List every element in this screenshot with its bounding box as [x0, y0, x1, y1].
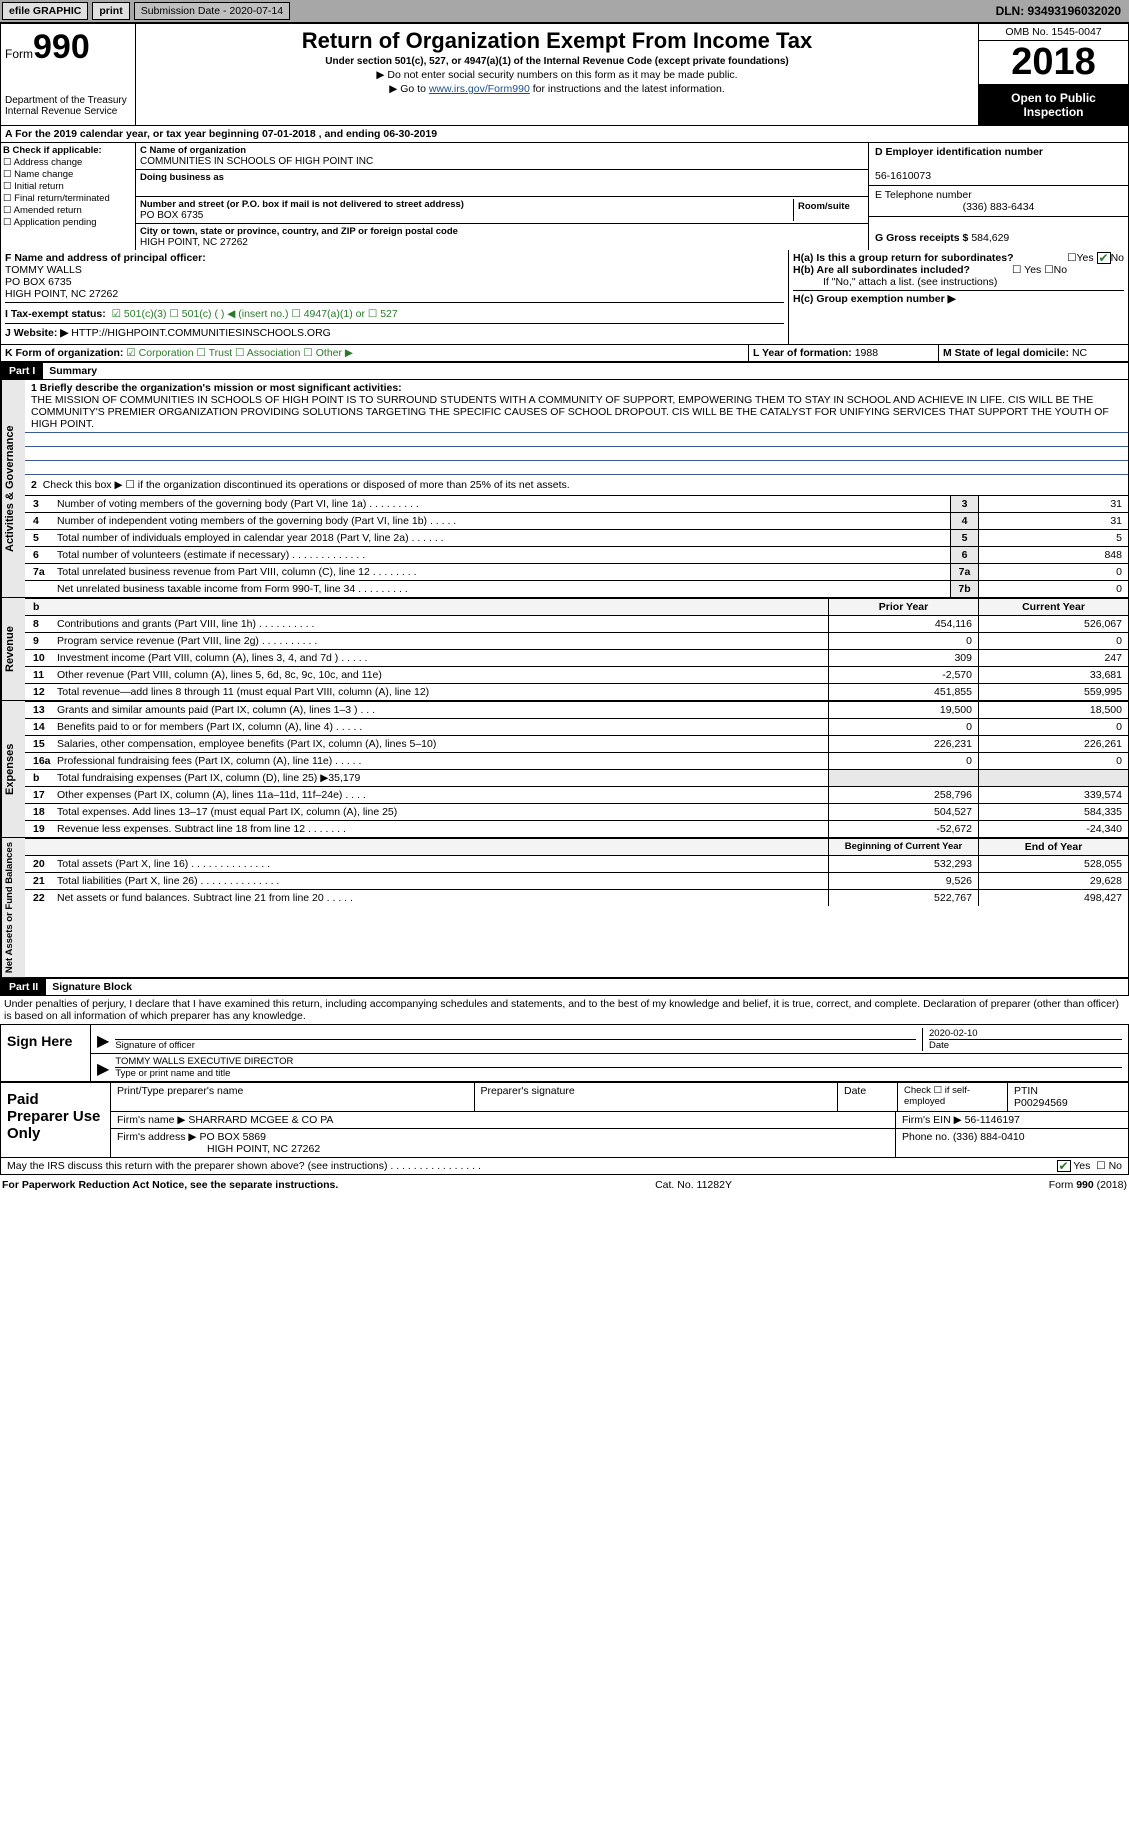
form-title: Return of Organization Exempt From Incom… [142, 28, 972, 54]
declaration-text: Under penalties of perjury, I declare th… [0, 996, 1129, 1025]
sign-here-label: Sign Here [1, 1025, 91, 1081]
discuss-yes-check[interactable]: ✔ [1057, 1160, 1071, 1172]
table-row: 21Total liabilities (Part X, line 26) . … [25, 872, 1128, 889]
org-name: COMMUNITIES IN SCHOOLS OF HIGH POINT INC [140, 156, 373, 167]
paid-preparer-label: Paid Preparer Use Only [1, 1083, 111, 1157]
year-formation: 1988 [855, 347, 878, 359]
box-c: C Name of organizationCOMMUNITIES IN SCH… [136, 143, 868, 250]
part-i-header: Part I Summary [0, 362, 1129, 380]
tax-exempt-status: ☑ 501(c)(3) ☐ 501(c) ( ) ◀ (insert no.) … [112, 308, 398, 320]
table-row: 13Grants and similar amounts paid (Part … [25, 701, 1128, 718]
table-row: 15Salaries, other compensation, employee… [25, 735, 1128, 752]
firm-name: SHARRARD MCGEE & CO PA [188, 1114, 333, 1126]
tax-year: 2018 [979, 41, 1128, 85]
website-url: HTTP://HIGHPOINT.COMMUNITIESINSCHOOLS.OR… [71, 327, 331, 339]
table-row: 18Total expenses. Add lines 13–17 (must … [25, 803, 1128, 820]
form-number: 990 [33, 28, 90, 66]
signature-date: 2020-02-10 [929, 1028, 978, 1039]
table-row: Net unrelated business taxable income fr… [25, 580, 1128, 597]
officer-addr1: PO BOX 6735 [5, 276, 72, 288]
firm-address: PO BOX 5869 [199, 1131, 266, 1143]
top-toolbar: efile GRAPHIC print Submission Date - 20… [0, 0, 1129, 23]
table-row: 12Total revenue—add lines 8 through 11 (… [25, 683, 1128, 700]
part-ii-header: Part II Signature Block [0, 978, 1129, 996]
form-of-org: ☑ Corporation ☐ Trust ☐ Association ☐ Ot… [126, 347, 353, 359]
firm-phone: (336) 884-0410 [953, 1131, 1025, 1143]
ein-value: 56-1610073 [875, 170, 931, 182]
header-note-1: ▶ Do not enter social security numbers o… [142, 69, 972, 81]
form-header: Form990 Department of the Treasury Inter… [0, 23, 1129, 126]
table-row: 5Total number of individuals employed in… [25, 529, 1128, 546]
side-net-assets: Net Assets or Fund Balances [1, 838, 25, 977]
table-row: 17Other expenses (Part IX, column (A), l… [25, 786, 1128, 803]
open-to-public: Open to Public Inspection [979, 85, 1128, 125]
submission-date: Submission Date - 2020-07-14 [134, 2, 290, 20]
table-row: 14Benefits paid to or for members (Part … [25, 718, 1128, 735]
table-row: 10Investment income (Part VIII, column (… [25, 649, 1128, 666]
table-row: 8Contributions and grants (Part VIII, li… [25, 615, 1128, 632]
state-domicile: NC [1072, 347, 1087, 359]
table-row: 7aTotal unrelated business revenue from … [25, 563, 1128, 580]
table-row: 19Revenue less expenses. Subtract line 1… [25, 820, 1128, 837]
table-row: 22Net assets or fund balances. Subtract … [25, 889, 1128, 906]
telephone: (336) 883-6434 [875, 201, 1122, 213]
officer-name: TOMMY WALLS [5, 264, 82, 276]
table-row: bTotal fundraising expenses (Part IX, co… [25, 769, 1128, 786]
form-subtitle: Under section 501(c), 527, or 4947(a)(1)… [142, 56, 972, 67]
table-row: 4Number of independent voting members of… [25, 512, 1128, 529]
officer-name-title: TOMMY WALLS EXECUTIVE DIRECTOR [115, 1056, 293, 1067]
officer-addr2: HIGH POINT, NC 27262 [5, 288, 118, 300]
header-note-2: ▶ Go to www.irs.gov/Form990 for instruct… [142, 83, 972, 95]
table-row: 16aProfessional fundraising fees (Part I… [25, 752, 1128, 769]
table-row: 3Number of voting members of the governi… [25, 495, 1128, 512]
box-b: B Check if applicable: ☐ Address change … [1, 143, 136, 250]
gross-receipts: 584,629 [971, 232, 1009, 244]
check-initial-return[interactable]: ☐ Initial return [3, 181, 133, 192]
side-activities-governance: Activities & Governance [1, 380, 25, 597]
dln-label: DLN: 93493196032020 [996, 4, 1127, 18]
check-name-change[interactable]: ☐ Name change [3, 169, 133, 180]
side-revenue: Revenue [1, 598, 25, 700]
check-amended-return[interactable]: ☐ Amended return [3, 205, 133, 216]
table-row: 20Total assets (Part X, line 16) . . . .… [25, 855, 1128, 872]
omb-number: OMB No. 1545-0047 [979, 24, 1128, 41]
print-button[interactable]: print [92, 2, 129, 20]
form-prefix: Form [5, 47, 33, 61]
department-label: Department of the Treasury Internal Reve… [5, 95, 131, 117]
signature-arrow-icon: ▶ [97, 1031, 109, 1051]
street-address: PO BOX 6735 [140, 210, 203, 221]
city-state-zip: HIGH POINT, NC 27262 [140, 237, 248, 248]
mission-text: THE MISSION OF COMMUNITIES IN SCHOOLS OF… [31, 394, 1109, 430]
efile-badge: efile GRAPHIC [2, 2, 88, 20]
line-a: A For the 2019 calendar year, or tax yea… [0, 126, 1129, 143]
check-final-return[interactable]: ☐ Final return/terminated [3, 193, 133, 204]
discuss-with-preparer: May the IRS discuss this return with the… [0, 1158, 1129, 1175]
table-row: 6Total number of volunteers (estimate if… [25, 546, 1128, 563]
page-footer: For Paperwork Reduction Act Notice, see … [0, 1175, 1129, 1195]
check-address-change[interactable]: ☐ Address change [3, 157, 133, 168]
box-d: D Employer identification number56-16100… [868, 143, 1128, 250]
table-row: 11Other revenue (Part VIII, column (A), … [25, 666, 1128, 683]
check-application-pending[interactable]: ☐ Application pending [3, 217, 133, 228]
line-2-text: Check this box ▶ ☐ if the organization d… [43, 479, 570, 491]
self-employed-check[interactable]: Check ☐ if self-employed [898, 1083, 1008, 1111]
firm-ein: 56-1146197 [965, 1114, 1020, 1126]
table-row: 9Program service revenue (Part VIII, lin… [25, 632, 1128, 649]
ptin-value: P00294569 [1014, 1097, 1068, 1109]
side-expenses: Expenses [1, 701, 25, 837]
irs-link[interactable]: www.irs.gov/Form990 [429, 83, 530, 95]
name-arrow-icon: ▶ [97, 1059, 109, 1079]
